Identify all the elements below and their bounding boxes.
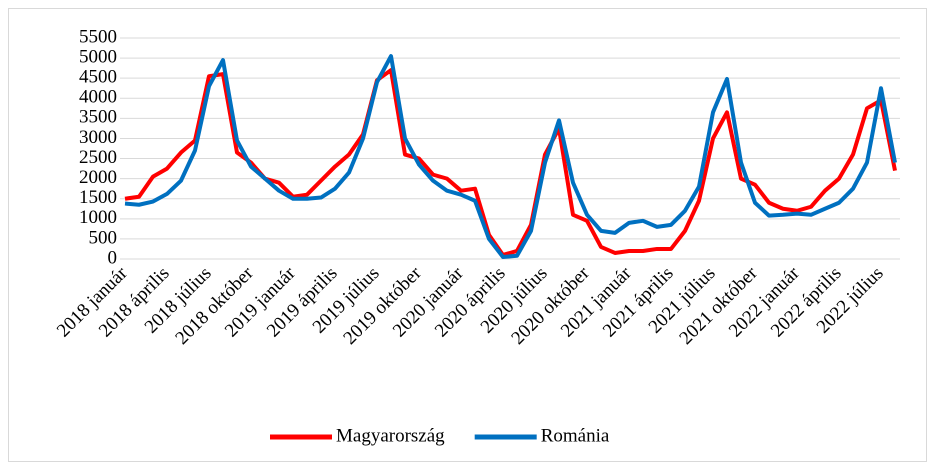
- series-line: [124, 68, 897, 257]
- y-tick-label: 0: [108, 247, 118, 268]
- y-tick-label: 2000: [79, 167, 117, 188]
- y-tick-label: 4000: [79, 87, 117, 108]
- y-tick-label: 5000: [79, 46, 117, 67]
- y-tick-label: 1000: [79, 207, 117, 228]
- legend-label: Magyarország: [336, 425, 445, 446]
- legend-label: Románia: [541, 425, 610, 446]
- y-tick-label: 1500: [79, 187, 117, 208]
- y-tick-label: 2500: [79, 147, 117, 168]
- y-tick-label: 5500: [79, 26, 117, 47]
- y-tick-label: 500: [89, 227, 118, 248]
- y-tick-label: 4500: [79, 67, 117, 88]
- y-tick-label: 3000: [79, 127, 117, 148]
- chart-border: [8, 8, 927, 462]
- y-tick-label: 3500: [79, 107, 117, 128]
- series-line: [124, 54, 897, 259]
